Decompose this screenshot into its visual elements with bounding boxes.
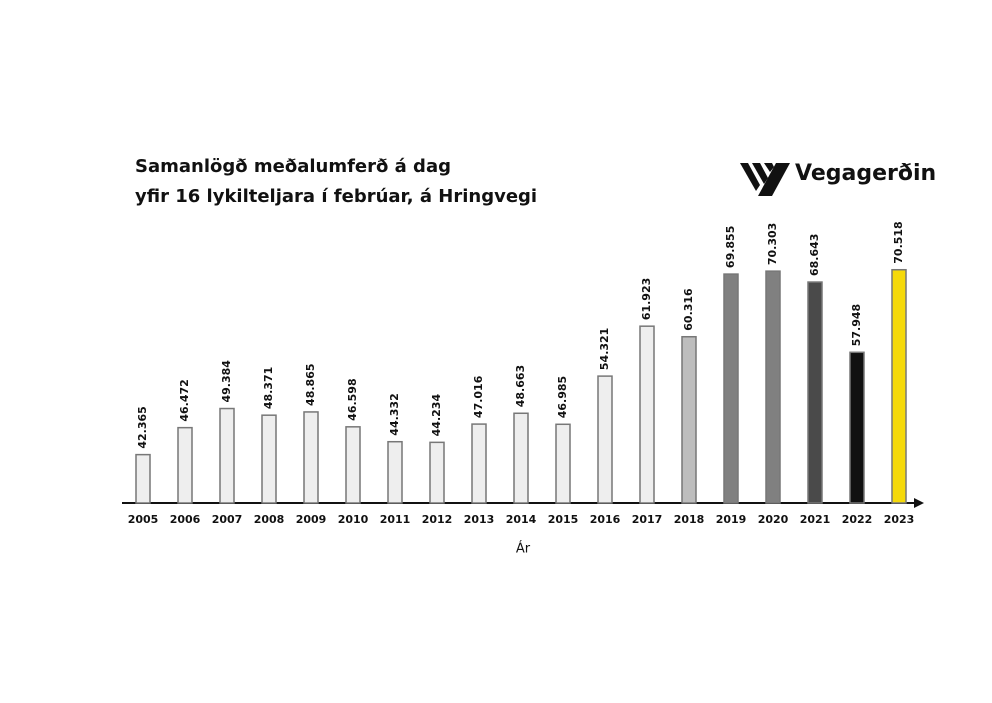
value-label: 48.371 [262,367,275,409]
value-label: 57.948 [850,304,863,346]
x-tick-label: 2006 [170,513,201,526]
value-label: 60.316 [682,288,695,331]
x-tick-label: 2013 [464,513,495,526]
bar [303,411,319,504]
value-label: 46.985 [556,376,569,418]
bar [513,412,529,504]
chart-title: Samanlögð meðalumferð á dag [135,156,451,177]
value-label: 68.643 [808,234,821,276]
x-tick-label: 2016 [590,513,621,526]
bar [261,414,277,504]
bar [765,270,781,504]
bar [219,407,235,504]
bar [177,426,193,504]
value-label: 49.384 [220,360,233,403]
x-tick-label: 2015 [548,513,579,526]
value-label: 48.663 [514,365,527,407]
bar [681,335,697,504]
x-tick-label: 2010 [338,513,369,526]
x-tick-label: 2021 [800,513,831,526]
x-tick-label: 2011 [380,513,411,526]
chart-subtitle: yfir 16 lykilteljara í febrúar, á Hringv… [135,186,537,207]
logo-icon [740,163,790,196]
value-label: 42.365 [136,406,149,448]
value-label: 46.598 [346,378,359,420]
value-label: 61.923 [640,278,653,320]
value-label: 70.518 [892,221,905,263]
bar [849,351,865,504]
x-tick-label: 2009 [296,513,327,526]
value-label: 47.016 [472,375,485,418]
x-tick-label: 2008 [254,513,285,526]
x-tick-label: 2012 [422,513,453,526]
bar [429,441,445,504]
value-label: 70.303 [766,223,779,265]
x-tick-label: 2017 [632,513,663,526]
x-tick-label: 2019 [716,513,747,526]
value-label: 48.865 [304,363,317,405]
bar [471,423,487,504]
value-label: 44.234 [430,394,443,437]
x-tick-label: 2020 [758,513,789,526]
logo-text: Vegagerðin [795,161,936,186]
bar [345,426,361,504]
bar [597,375,613,504]
bar [807,281,823,504]
bar [723,273,739,504]
value-label: 54.321 [598,328,611,370]
x-tick-label: 2005 [128,513,159,526]
x-tick-label: 2014 [506,513,537,526]
x-axis-label: Ár [516,541,531,557]
bar [387,440,403,504]
x-tick-label: 2007 [212,513,243,526]
bar [639,325,655,504]
value-label: 46.472 [178,379,191,421]
bar [555,423,571,504]
value-label: 44.332 [388,393,401,435]
x-axis-arrow [914,498,924,508]
bar [135,453,151,504]
x-tick-label: 2023 [884,513,915,526]
value-label: 69.855 [724,226,737,268]
bar [891,268,907,504]
x-tick-label: 2018 [674,513,705,526]
x-tick-label: 2022 [842,513,873,526]
